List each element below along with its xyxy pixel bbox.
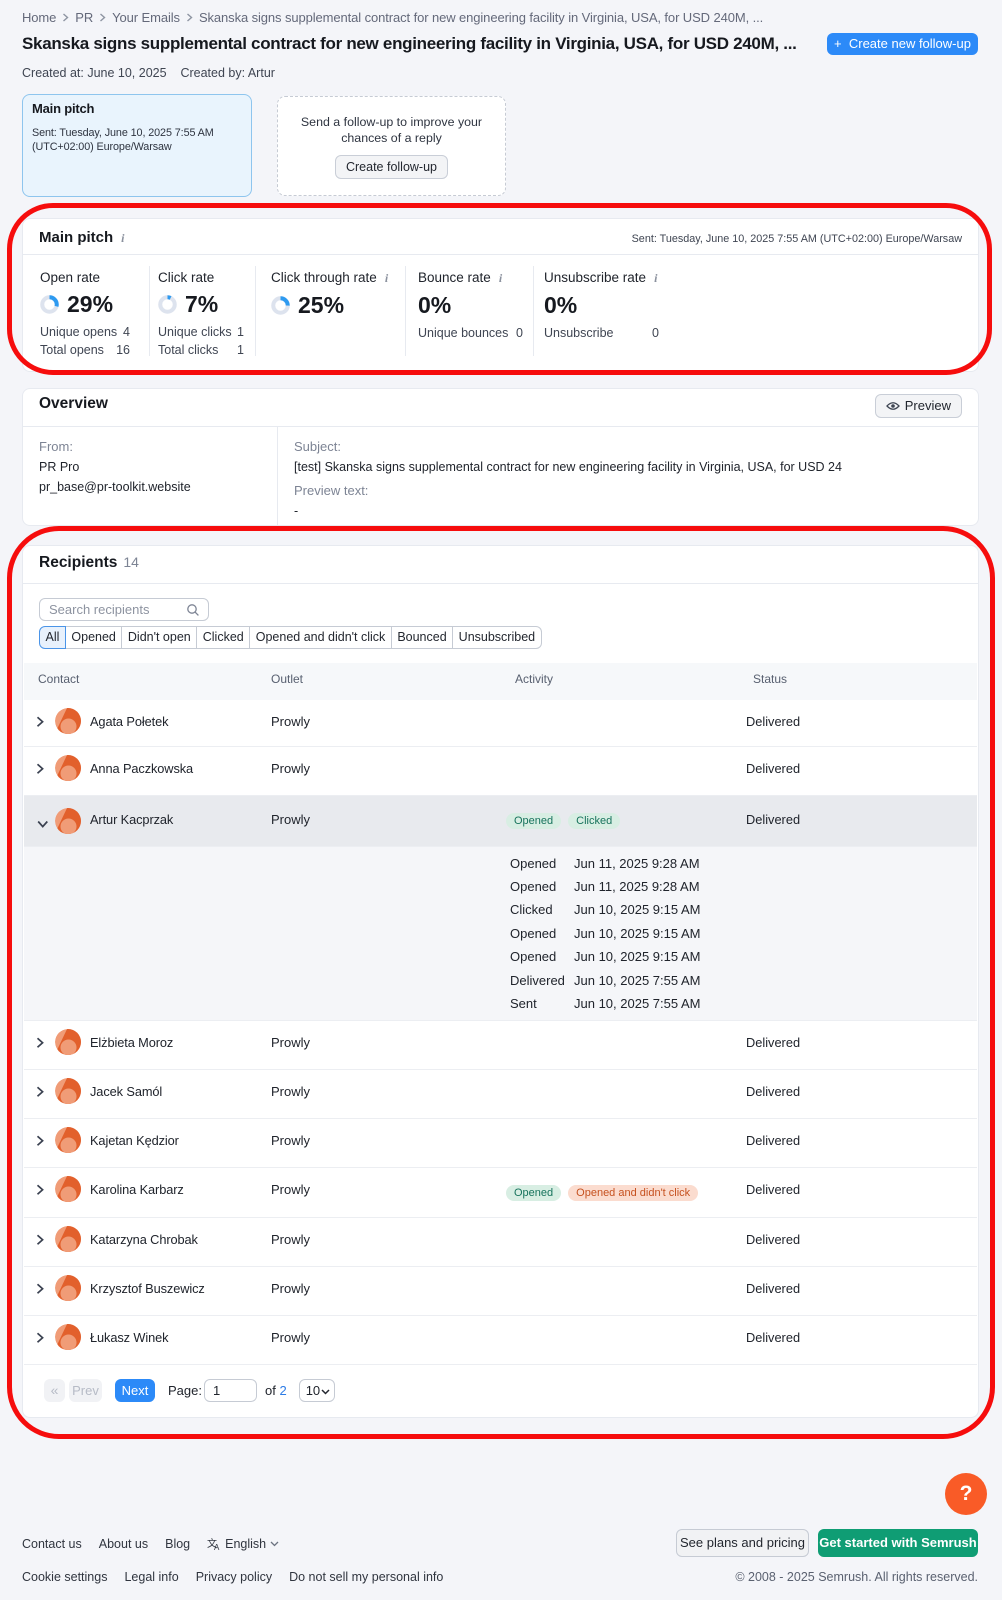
svg-text:文: 文 (207, 1537, 217, 1550)
svg-text:A: A (214, 1543, 220, 1550)
